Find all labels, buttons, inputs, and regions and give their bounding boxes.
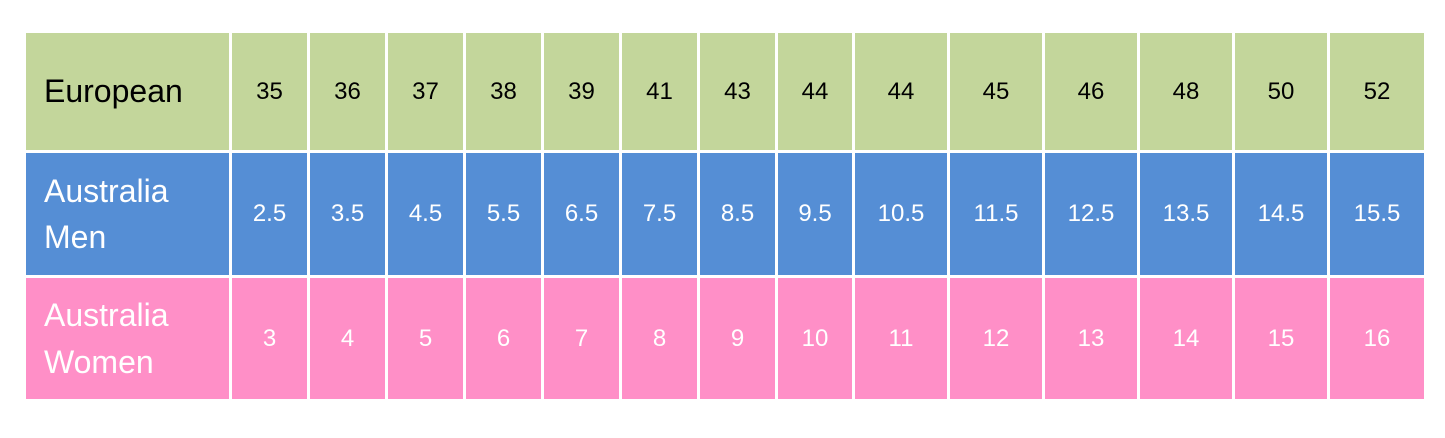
size-cell: 9.5: [778, 153, 855, 278]
size-cell: 37: [388, 33, 466, 153]
size-cell: 12: [950, 278, 1045, 402]
size-cell: 7: [544, 278, 622, 402]
size-cell: 43: [700, 33, 778, 153]
size-cell: 5: [388, 278, 466, 402]
size-cell: 13: [1045, 278, 1140, 402]
size-cell: 11.5: [950, 153, 1045, 278]
size-cell: 45: [950, 33, 1045, 153]
size-cell: 7.5: [622, 153, 700, 278]
size-cell: 44: [778, 33, 855, 153]
size-cell: 4: [310, 278, 388, 402]
size-cell: 12.5: [1045, 153, 1140, 278]
size-cell: 50: [1235, 33, 1330, 153]
size-cell: 14.5: [1235, 153, 1330, 278]
size-cell: 10.5: [855, 153, 950, 278]
size-cell: 13.5: [1140, 153, 1235, 278]
size-cell: 44: [855, 33, 950, 153]
size-cell: 10: [778, 278, 855, 402]
size-cell: 11: [855, 278, 950, 402]
size-cell: 6.5: [544, 153, 622, 278]
size-cell: 8.5: [700, 153, 778, 278]
size-cell: 8: [622, 278, 700, 402]
row-label: Australia Men: [26, 153, 232, 278]
size-cell: 48: [1140, 33, 1235, 153]
size-cell: 15: [1235, 278, 1330, 402]
size-cell: 6: [466, 278, 544, 402]
size-cell: 39: [544, 33, 622, 153]
size-cell: 2.5: [232, 153, 310, 278]
row-label: Australia Women: [26, 278, 232, 402]
size-cell: 3.5: [310, 153, 388, 278]
size-cell: 4.5: [388, 153, 466, 278]
size-cell: 38: [466, 33, 544, 153]
size-cell: 15.5: [1330, 153, 1427, 278]
size-cell: 9: [700, 278, 778, 402]
row-label: European: [26, 33, 232, 153]
size-cell: 46: [1045, 33, 1140, 153]
size-cell: 35: [232, 33, 310, 153]
size-cell: 36: [310, 33, 388, 153]
size-cell: 14: [1140, 278, 1235, 402]
size-cell: 41: [622, 33, 700, 153]
size-cell: 3: [232, 278, 310, 402]
size-cell: 16: [1330, 278, 1427, 402]
size-cell: 52: [1330, 33, 1427, 153]
size-cell: 5.5: [466, 153, 544, 278]
